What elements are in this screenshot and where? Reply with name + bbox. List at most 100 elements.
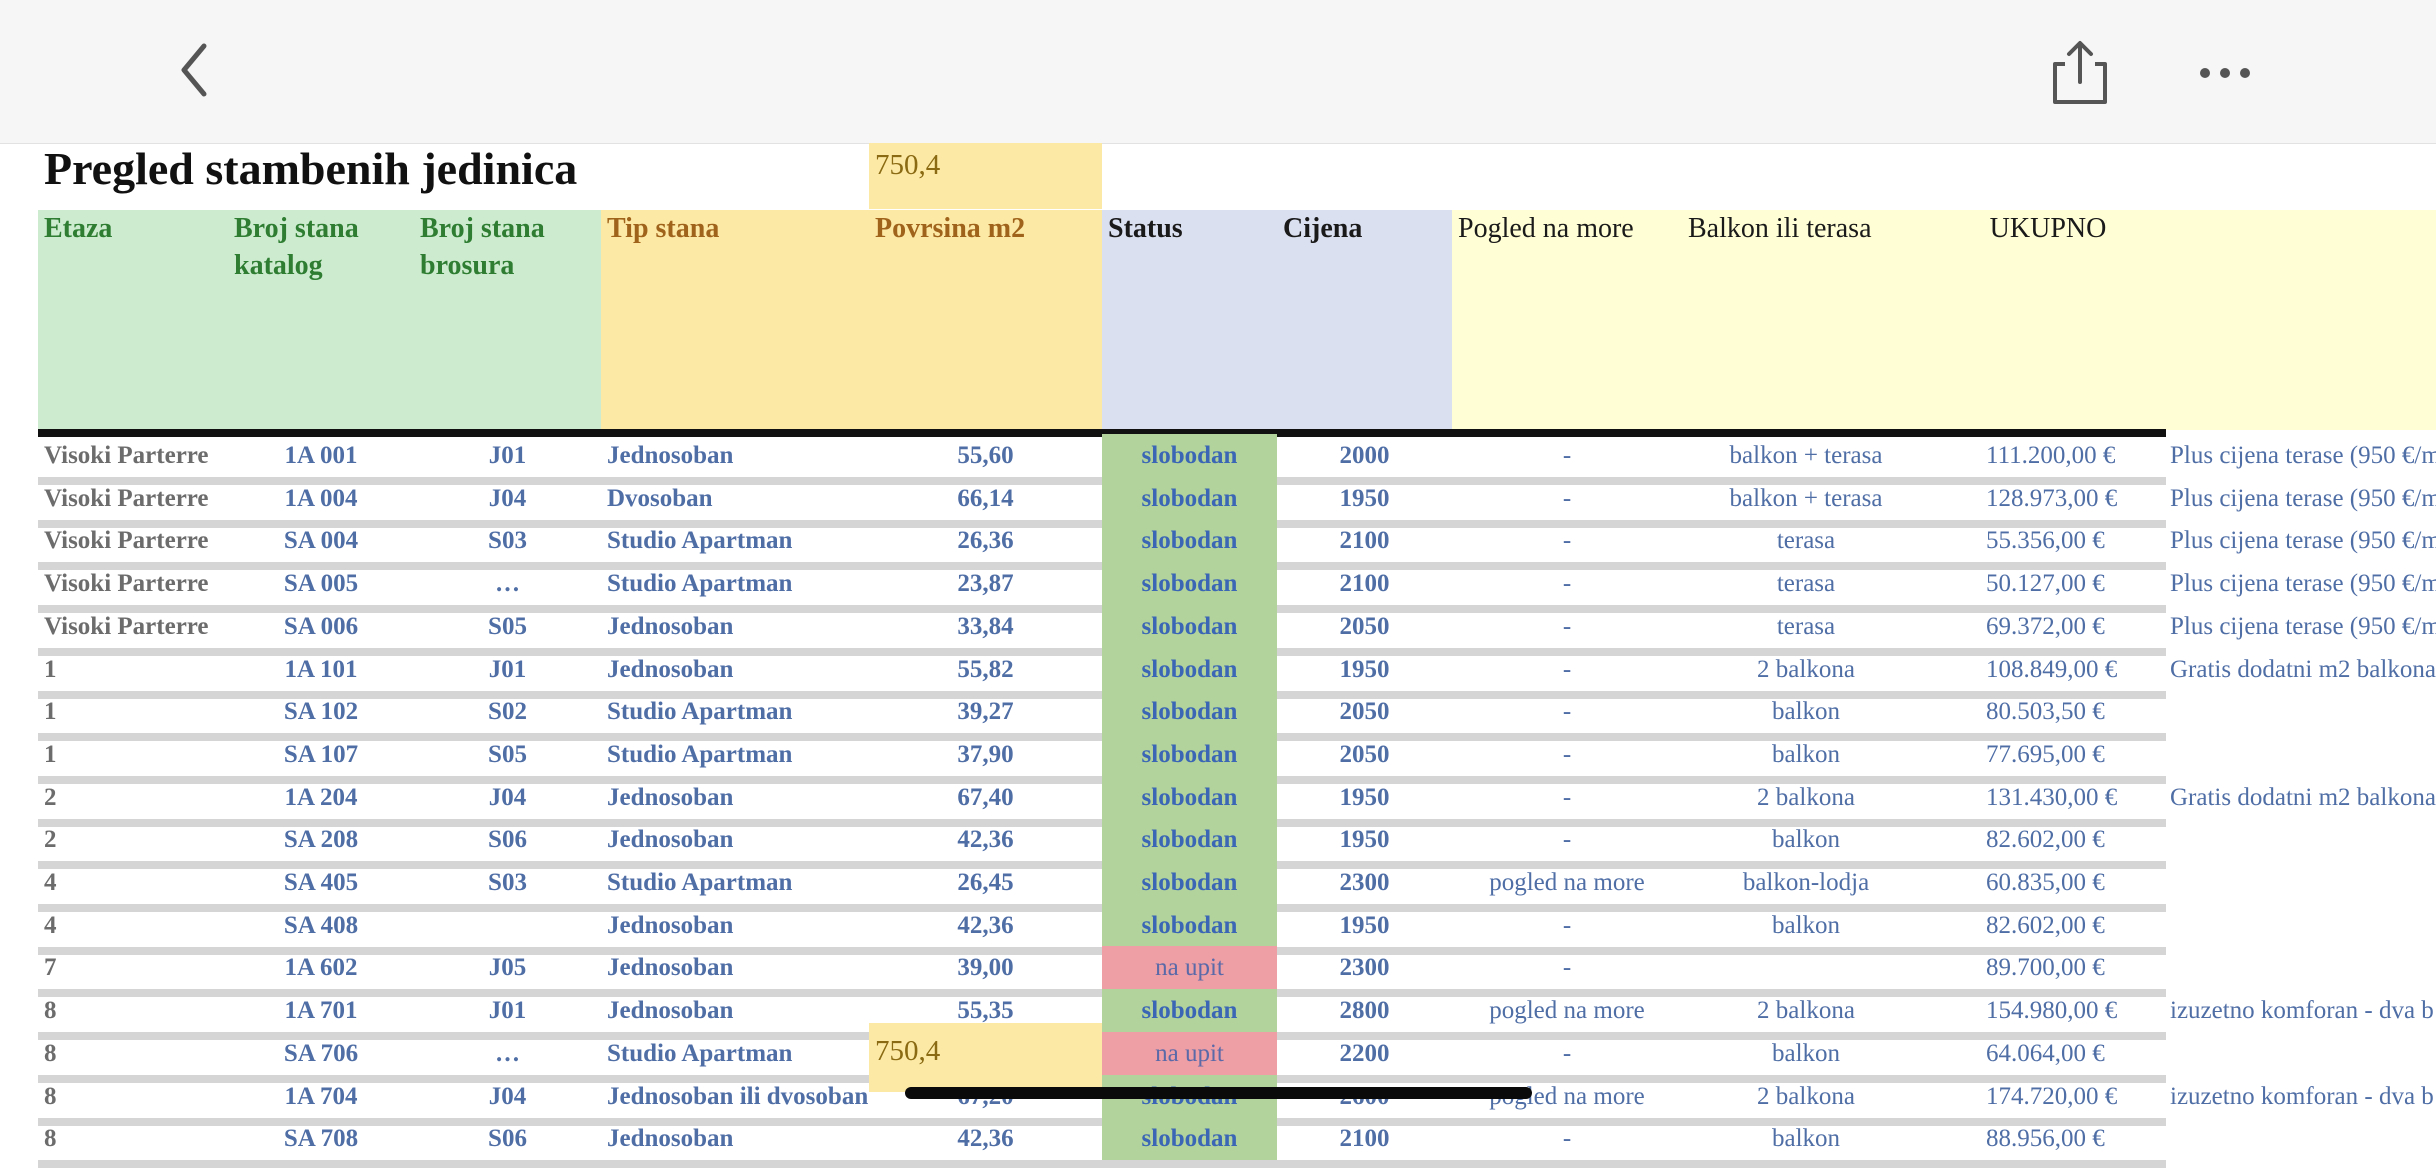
cell-ukupno[interactable]: 108.849,00 €	[1986, 655, 2118, 683]
cell-tip[interactable]: Jednosoban	[607, 954, 734, 982]
cell-ukupno[interactable]: 64.064,00 €	[1986, 1039, 2105, 1067]
cell-note[interactable]: Plus cijena terase (950 €/m	[2170, 484, 2436, 512]
cell-balkon[interactable]: 2 balkona	[1757, 1082, 1855, 1110]
cell-etaza[interactable]: 8	[44, 1039, 57, 1067]
cell-status[interactable]: slobodan	[1102, 818, 1277, 862]
cell-katalog[interactable]: SA 005	[283, 570, 359, 598]
cell-povrsina[interactable]: 66,14	[957, 484, 1014, 512]
cell-etaza[interactable]: 2	[44, 783, 57, 811]
cell-brosura[interactable]: J01	[488, 655, 527, 683]
cell-povrsina[interactable]: 39,00	[957, 954, 1014, 982]
cell-balkon[interactable]: balkon	[1771, 740, 1841, 768]
cell-etaza[interactable]: Visoki Parterre	[44, 570, 209, 598]
cell-ukupno[interactable]: 69.372,00 €	[1986, 612, 2105, 640]
header-pogled[interactable]: Pogled na more	[1452, 210, 1682, 430]
cell-cijena[interactable]: 2050	[1339, 698, 1390, 726]
cell-status[interactable]: na upit	[1102, 1031, 1277, 1075]
cell-pogled[interactable]: pogled na more	[1489, 997, 1645, 1025]
cell-etaza[interactable]: 8	[44, 997, 57, 1025]
cell-balkon[interactable]: terasa	[1776, 570, 1836, 598]
cell-etaza[interactable]: 2	[44, 826, 57, 854]
cell-brosura[interactable]: S06	[488, 1125, 527, 1153]
cell-katalog[interactable]: SA 405	[283, 869, 359, 896]
cell-status[interactable]: slobodan	[1102, 647, 1277, 691]
cell-katalog[interactable]: SA 006	[283, 612, 359, 640]
cell-pogled[interactable]: -	[1562, 740, 1572, 768]
cell-pogled[interactable]: -	[1562, 954, 1572, 982]
cell-pogled[interactable]: -	[1562, 442, 1572, 469]
cell-pogled[interactable]: -	[1562, 612, 1572, 640]
cell-povrsina[interactable]: 55,35	[957, 997, 1014, 1025]
cell-povrsina[interactable]: 33,84	[957, 612, 1014, 640]
cell-povrsina[interactable]: 55,60	[957, 442, 1014, 469]
cell-etaza[interactable]: 1	[44, 655, 57, 683]
cell-brosura[interactable]: S05	[488, 740, 527, 768]
cell-ukupno[interactable]: 111.200,00 €	[1986, 442, 2116, 469]
header-note-cell[interactable]	[2166, 210, 2436, 430]
cell-status[interactable]: na upit	[1102, 946, 1277, 990]
cell-povrsina[interactable]: 23,87	[957, 570, 1014, 598]
cell-pogled[interactable]: pogled na more	[1489, 869, 1645, 896]
header-ukupno[interactable]: UKUPNO	[1930, 210, 2166, 430]
cell-balkon[interactable]: balkon	[1771, 911, 1841, 939]
cell-katalog[interactable]: SA 408	[283, 911, 359, 939]
cell-etaza[interactable]: Visoki Parterre	[44, 442, 209, 469]
cell-ukupno[interactable]: 50.127,00 €	[1986, 570, 2105, 598]
cell-brosura[interactable]: S06	[488, 826, 527, 854]
header-status[interactable]: Status	[1102, 210, 1277, 430]
cell-povrsina[interactable]: 39,27	[957, 698, 1014, 726]
header-balkon[interactable]: Balkon ili terasa	[1682, 210, 1930, 430]
cell-brosura[interactable]: J01	[488, 997, 527, 1025]
cell-katalog[interactable]: 1A 001	[284, 442, 358, 469]
cell-cijena[interactable]: 2100	[1339, 570, 1390, 598]
cell-pogled[interactable]: -	[1562, 1039, 1572, 1067]
cell-tip[interactable]: Jednosoban	[607, 783, 734, 811]
cell-status[interactable]: slobodan	[1102, 434, 1277, 477]
cell-tip[interactable]: Studio Apartman	[607, 698, 793, 726]
cell-balkon[interactable]: balkon	[1771, 698, 1841, 726]
cell-cijena[interactable]: 1950	[1339, 655, 1390, 683]
cell-status[interactable]: slobodan	[1102, 732, 1277, 776]
header-povrsina[interactable]: Povrsina m2	[869, 210, 1102, 430]
cell-katalog[interactable]: 1A 602	[284, 954, 358, 982]
header-broj-katalog[interactable]: Broj stana katalog	[228, 210, 414, 430]
cell-cijena[interactable]: 2300	[1339, 954, 1390, 982]
cell-povrsina[interactable]: 42,36	[957, 911, 1014, 939]
cell-katalog[interactable]: SA 107	[283, 740, 359, 768]
cell-ukupno[interactable]: 131.430,00 €	[1986, 783, 2118, 811]
cell-tip[interactable]: Studio Apartman	[607, 570, 793, 598]
cell-status[interactable]: slobodan	[1102, 562, 1277, 606]
cell-cijena[interactable]: 2200	[1339, 1039, 1390, 1067]
cell-cijena[interactable]: 2050	[1339, 612, 1390, 640]
total-area-top-cell[interactable]: 750,4	[869, 143, 1102, 209]
cell-povrsina[interactable]: 37,90	[957, 740, 1014, 768]
cell-cijena[interactable]: 2100	[1339, 1125, 1390, 1153]
cell-cijena[interactable]: 1950	[1339, 484, 1390, 512]
cell-balkon[interactable]	[1682, 946, 1930, 989]
cell-katalog[interactable]: SA 708	[283, 1125, 359, 1153]
cell-katalog[interactable]: 1A 704	[284, 1082, 358, 1110]
total-area-bottom-cell[interactable]: 750,4	[869, 1023, 1102, 1092]
cell-pogled[interactable]: -	[1562, 1125, 1572, 1153]
cell-balkon[interactable]: 2 balkona	[1757, 997, 1855, 1025]
cell-katalog[interactable]: 1A 701	[284, 997, 358, 1025]
cell-ukupno[interactable]: 128.973,00 €	[1986, 484, 2118, 512]
cell-povrsina[interactable]: 42,36	[957, 826, 1014, 854]
cell-balkon[interactable]: 2 balkona	[1757, 655, 1855, 683]
cell-pogled[interactable]: -	[1562, 527, 1572, 555]
cell-note[interactable]: izuzetno komforan - dva b	[2170, 1082, 2434, 1110]
cell-cijena[interactable]: 1950	[1339, 783, 1390, 811]
cell-povrsina[interactable]: 26,45	[957, 869, 1014, 896]
cell-pogled[interactable]: -	[1562, 783, 1572, 811]
cell-cijena[interactable]: 1950	[1339, 911, 1390, 939]
cell-brosura[interactable]: S05	[488, 612, 527, 640]
cell-note[interactable]: izuzetno komforan - dva b	[2170, 997, 2434, 1025]
cell-status[interactable]: slobodan	[1102, 690, 1277, 734]
cell-balkon[interactable]: balkon	[1771, 1125, 1841, 1153]
cell-tip[interactable]: Jednosoban	[607, 612, 734, 640]
cell-balkon[interactable]: balkon-lodja	[1742, 869, 1870, 896]
cell-pogled[interactable]: -	[1562, 826, 1572, 854]
cell-tip[interactable]: Jednosoban	[607, 826, 734, 854]
cell-note[interactable]: Gratis dodatni m2 balkona	[2170, 783, 2436, 811]
header-tip-stana[interactable]: Tip stana	[601, 210, 869, 430]
